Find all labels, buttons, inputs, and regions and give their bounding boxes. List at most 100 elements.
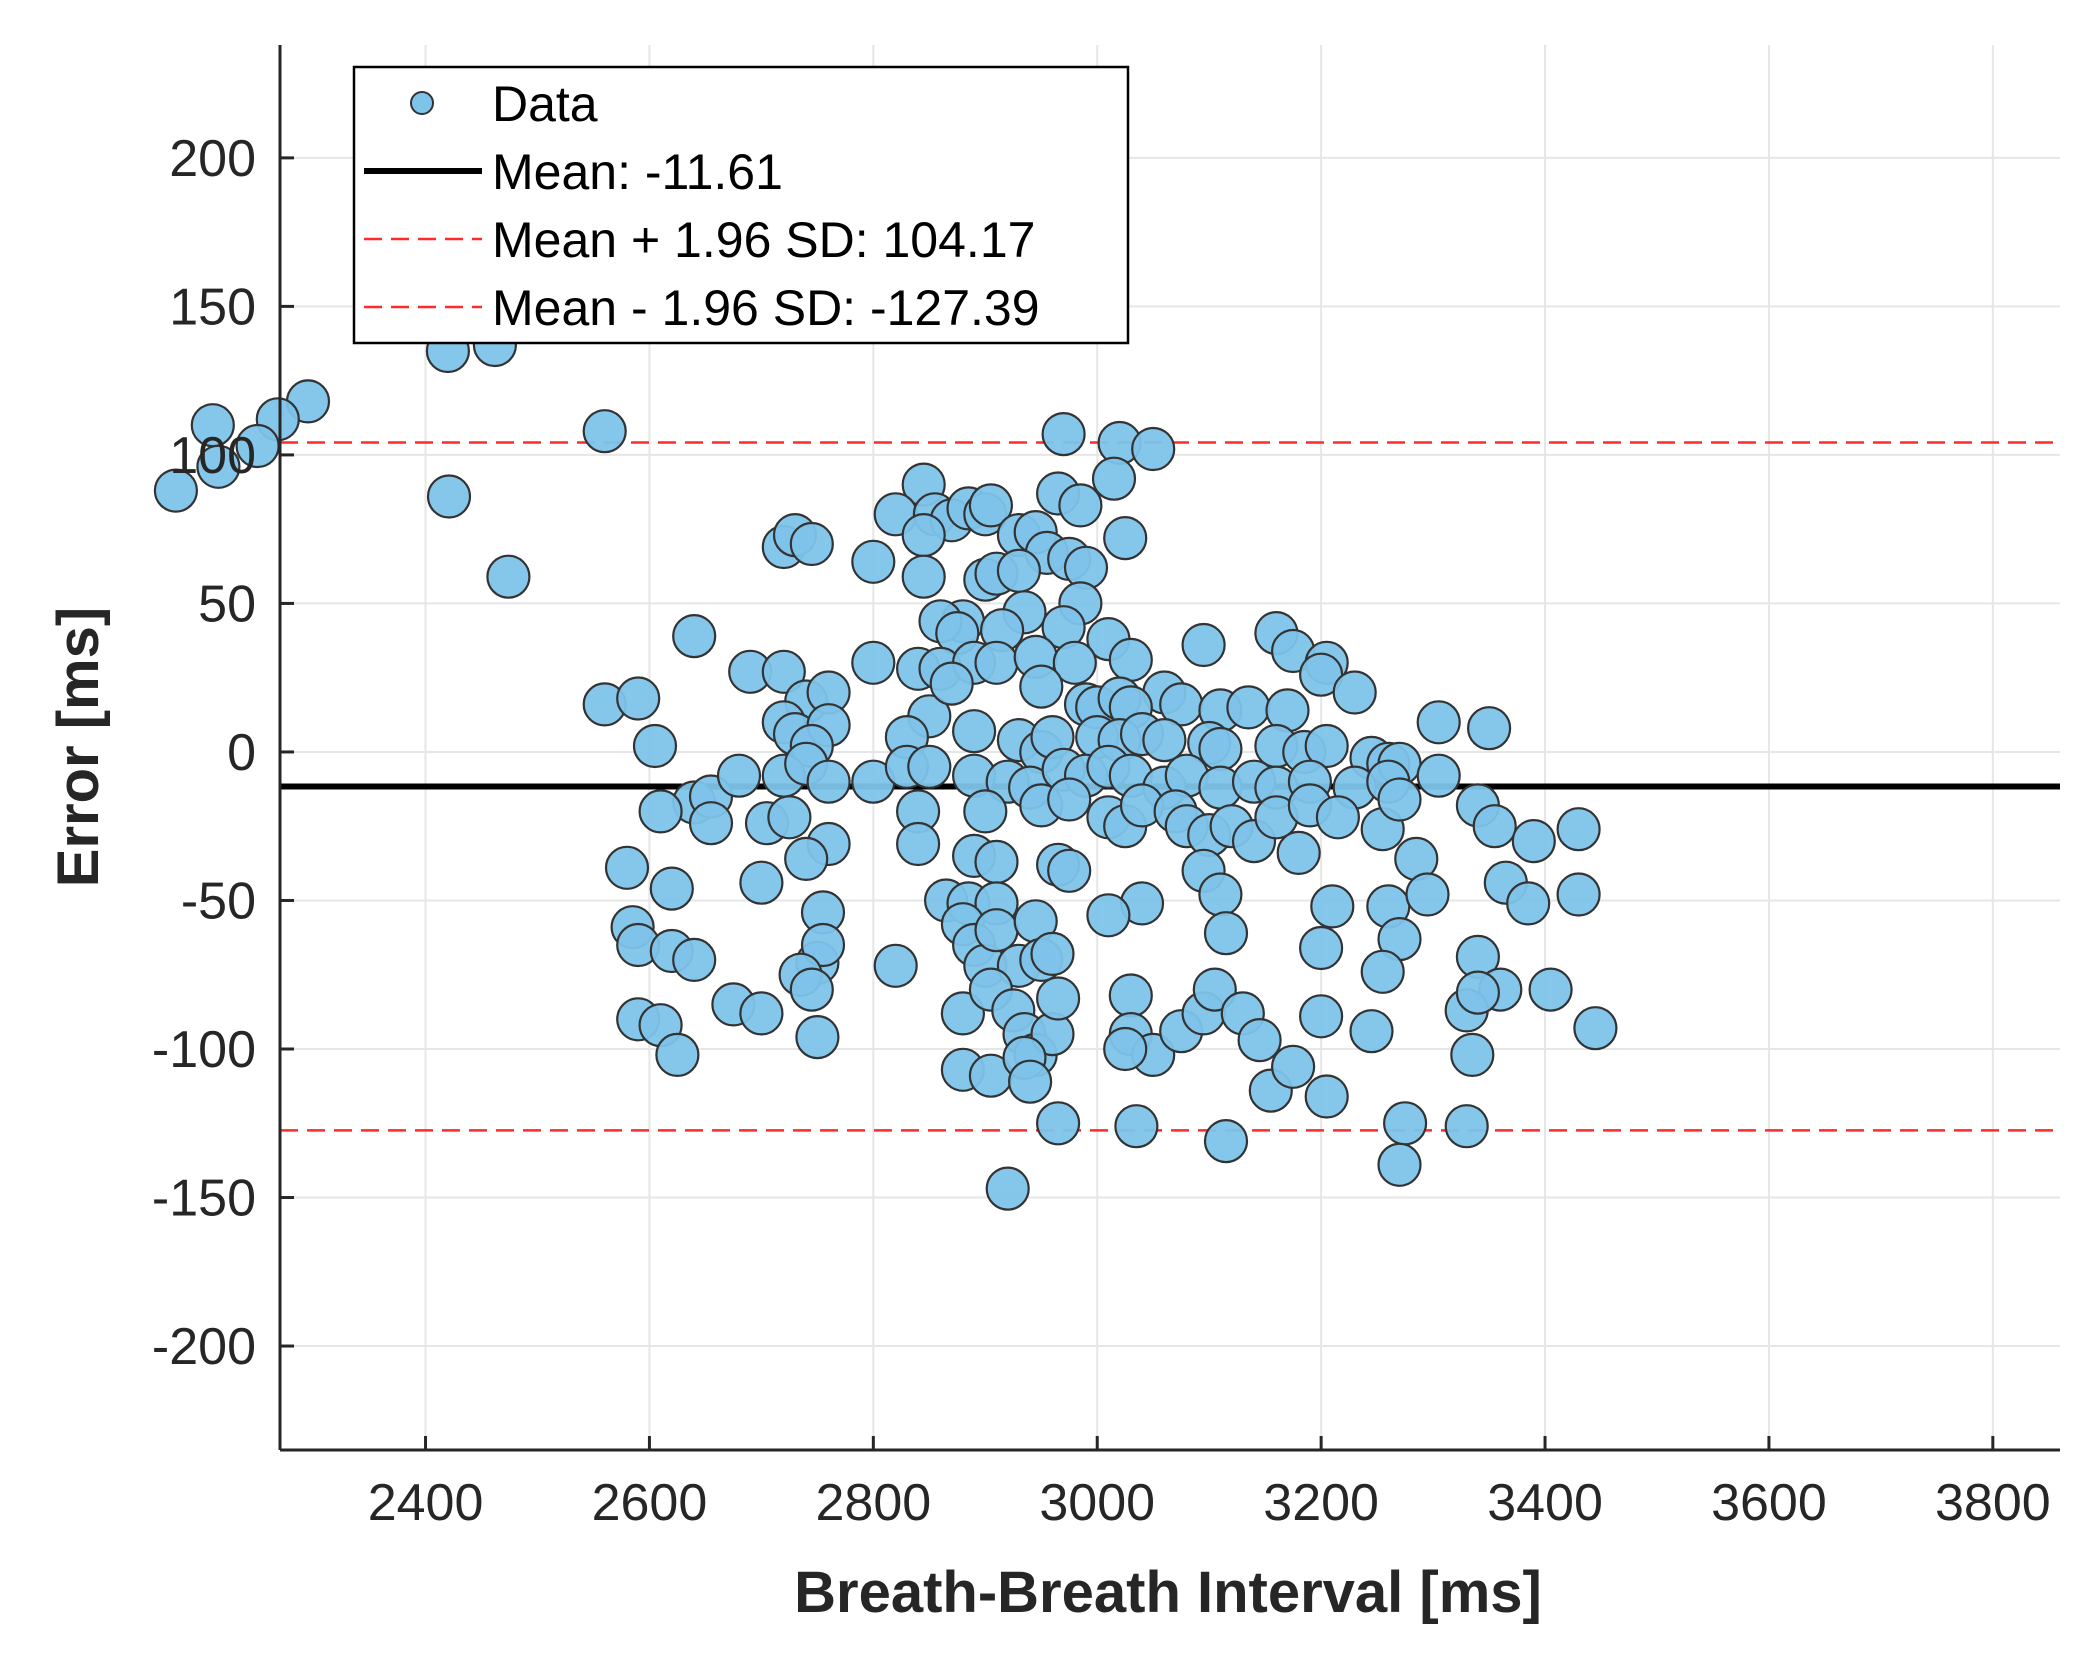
data-point — [1114, 1104, 1159, 1149]
data-point — [1511, 818, 1556, 864]
x-tick-label: 3800 — [1935, 1474, 2051, 1532]
data-point — [784, 836, 829, 882]
data-point — [1237, 1017, 1282, 1063]
data-point — [1047, 777, 1092, 822]
data-point — [985, 1166, 1030, 1211]
data-point — [1203, 911, 1249, 956]
data-point — [1181, 622, 1226, 668]
data-point — [761, 649, 806, 694]
data-point — [1573, 1006, 1618, 1051]
data-point — [426, 474, 472, 519]
data-point — [638, 789, 683, 834]
data-point — [851, 640, 896, 685]
x-tick-label: 3400 — [1487, 1474, 1603, 1532]
data-point — [1377, 1142, 1422, 1187]
data-point — [1270, 1044, 1316, 1089]
data-point — [1058, 483, 1103, 528]
data-point — [1047, 848, 1092, 893]
data-point — [655, 1032, 700, 1078]
data-point — [1131, 426, 1176, 472]
data-point — [1304, 1074, 1349, 1119]
data-point — [1416, 700, 1461, 745]
data-point — [616, 676, 661, 721]
data-point — [963, 789, 1008, 834]
data-point — [739, 860, 784, 905]
data-point — [196, 444, 241, 489]
data-point — [767, 795, 812, 840]
data-point — [1298, 925, 1344, 971]
data-point — [1035, 976, 1081, 1021]
data-point — [789, 967, 834, 1012]
data-point — [1556, 807, 1601, 852]
data-point — [1310, 884, 1355, 929]
data-point — [1198, 872, 1243, 917]
data-point — [1528, 967, 1573, 1012]
data-point — [1041, 412, 1086, 457]
data-point — [1198, 726, 1243, 772]
data-point — [1466, 706, 1512, 751]
data-point — [895, 821, 941, 867]
data-point — [1091, 456, 1137, 501]
data-series — [153, 287, 1618, 1211]
data-point — [1103, 515, 1148, 561]
y-axis-title: Error [ms] — [46, 607, 111, 887]
data-point — [795, 1014, 840, 1060]
data-point — [974, 640, 1019, 685]
data-point — [907, 744, 952, 789]
data-point — [1416, 753, 1461, 798]
tick-labels: 2400 2600 2800 3000 3200 3400 3600 3800 200 150 10… — [152, 130, 2051, 1532]
data-point — [968, 483, 1014, 528]
legend-label-mean: Mean: -11.61 — [492, 144, 783, 200]
legend-label-data: Data — [492, 76, 598, 132]
data-point — [1298, 994, 1344, 1039]
data-point — [974, 908, 1019, 953]
data-point — [1304, 723, 1349, 769]
y-tick-label: 50 — [198, 575, 256, 633]
data-point — [1472, 804, 1517, 849]
data-point — [1450, 1032, 1495, 1078]
data-point — [1360, 949, 1405, 994]
y-tick-label: 100 — [169, 427, 256, 485]
data-point — [604, 845, 650, 890]
data-point — [1349, 1009, 1394, 1054]
data-point — [632, 723, 678, 769]
data-point — [716, 753, 762, 798]
data-point — [1382, 1101, 1428, 1146]
data-point — [1203, 1118, 1249, 1164]
data-point — [1108, 973, 1153, 1018]
data-point — [688, 801, 734, 846]
data-point — [153, 468, 198, 513]
data-point — [1332, 670, 1377, 715]
data-point — [1276, 830, 1321, 876]
data-point — [649, 866, 694, 911]
data-point — [901, 554, 946, 599]
x-tick-label: 3600 — [1711, 1474, 1827, 1532]
data-point — [1030, 931, 1075, 977]
data-point — [672, 937, 717, 983]
data-point — [1052, 640, 1097, 685]
x-tick-label: 2600 — [592, 1474, 708, 1532]
data-point — [1226, 685, 1271, 730]
x-tick-label: 3000 — [1039, 1474, 1155, 1532]
data-point — [672, 613, 717, 659]
y-tick-label: 150 — [169, 278, 256, 336]
legend-label-upper: Mean + 1.96 SD: 104.17 — [492, 212, 1035, 268]
data-point — [582, 409, 627, 454]
axes — [278, 45, 2060, 1452]
y-tick-label: -150 — [152, 1170, 256, 1228]
data-point — [1455, 970, 1501, 1015]
data-point — [1315, 795, 1361, 840]
data-point — [486, 554, 531, 599]
y-tick-label: 200 — [169, 130, 256, 188]
legend-label-lower: Mean - 1.96 SD: -127.39 — [492, 280, 1040, 336]
data-point — [901, 512, 946, 558]
data-point — [806, 759, 851, 804]
data-point — [1377, 777, 1422, 822]
data-point — [1007, 1059, 1053, 1104]
data-point — [951, 709, 997, 754]
y-tick-label: -50 — [181, 872, 256, 930]
data-point — [1444, 1104, 1489, 1149]
x-axis-title: Breath-Breath Interval [ms] — [794, 1560, 1542, 1625]
data-point — [1108, 637, 1153, 683]
data-point — [739, 991, 784, 1036]
